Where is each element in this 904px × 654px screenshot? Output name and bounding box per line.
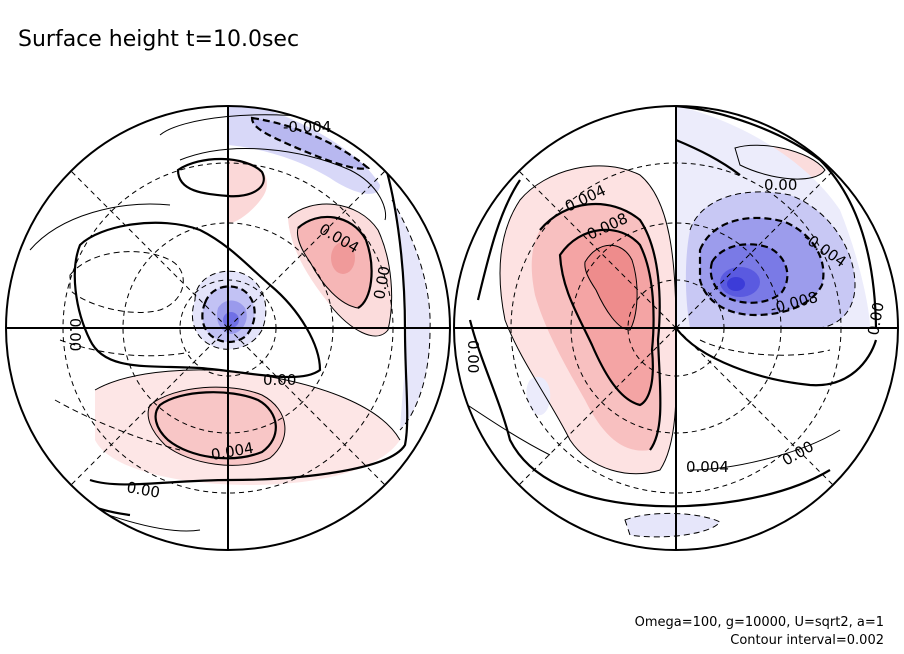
contour-label: -0.004 [283,118,331,136]
contour-label: 0.00 [263,371,296,389]
contour-label: 0.00 [125,478,161,502]
right-negative-shading [526,106,870,537]
parameters-note: Omega=100, g=10000, U=sqrt2, a=1 [635,615,884,630]
right-dashed-contours [624,191,856,538]
left-bold-dashed-contours [201,116,371,344]
contour-label: 0.00 [779,437,817,469]
left-axes [6,106,450,550]
contour-label: 0.00 [464,340,482,373]
right-bold-dashed-contours [698,216,825,317]
contour-label: 0.004 [686,458,729,476]
contour-label: 0.00 [864,301,888,337]
contour-interval-note: Contour interval=0.002 [730,633,884,648]
right-axes [454,106,898,550]
left-hemisphere-rim [5,105,451,551]
contour-label: 0.00 [370,265,394,301]
right-thin-contours [459,144,841,475]
left-dashed-contours [54,199,431,451]
contour-label: 0.00 [764,176,797,194]
chart-title: Surface height t=10.0sec [18,27,299,52]
right-hemisphere-rim [453,105,899,551]
right-hemisphere-plot: 0.004 0.008 0.00 -0.004 -0.008 0.00 0.00… [453,105,899,551]
contour-label: 0.00 [66,318,84,351]
left-hemisphere-plot: -0.004 0.004 0.00 0.00 0.00 0.004 0.00 [5,105,451,551]
